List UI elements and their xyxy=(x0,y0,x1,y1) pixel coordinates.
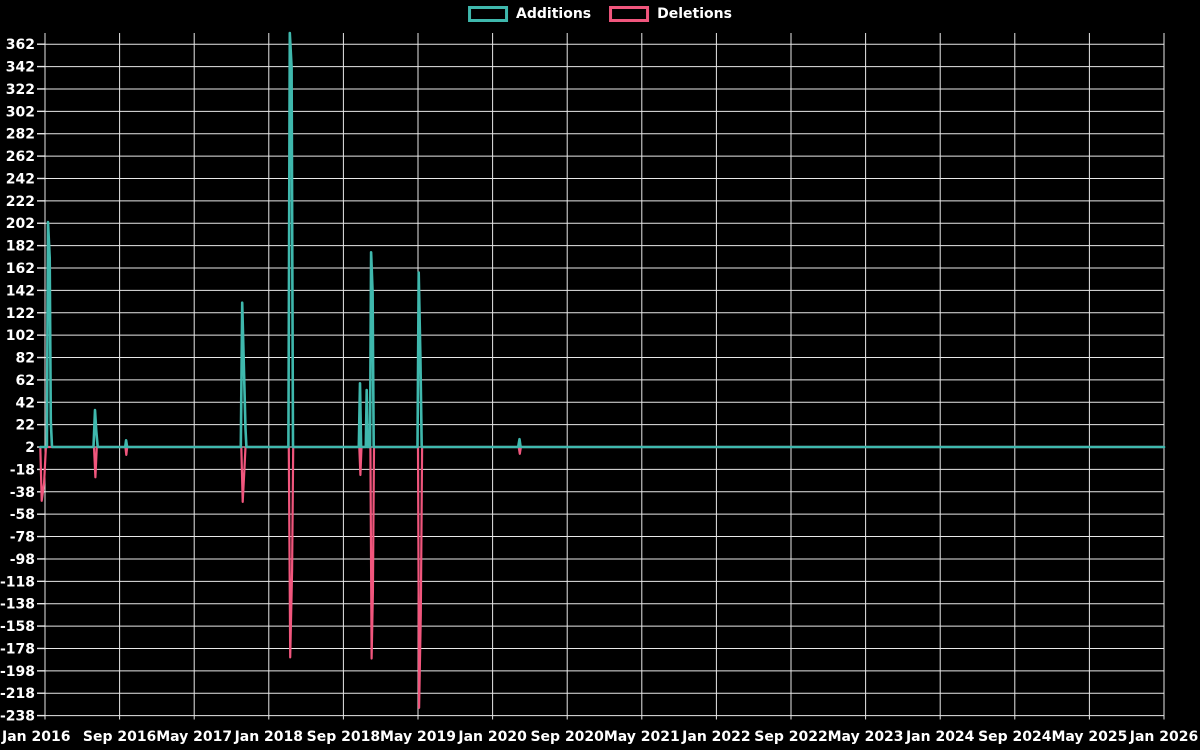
svg-text:Jan 2026: Jan 2026 xyxy=(1129,729,1198,745)
svg-text:62: 62 xyxy=(16,373,35,389)
deletions-legend-label: Deletions xyxy=(657,6,732,22)
svg-text:-38: -38 xyxy=(10,485,35,501)
svg-text:182: 182 xyxy=(6,239,35,255)
svg-text:May 2017: May 2017 xyxy=(156,729,232,745)
additions-swatch-icon xyxy=(468,6,509,22)
svg-text:-178: -178 xyxy=(0,641,35,657)
svg-text:Sep 2018: Sep 2018 xyxy=(307,729,380,745)
svg-text:-198: -198 xyxy=(0,664,35,680)
svg-text:Sep 2020: Sep 2020 xyxy=(530,729,604,745)
svg-text:Jan 2024: Jan 2024 xyxy=(905,729,975,745)
svg-text:May 2025: May 2025 xyxy=(1051,729,1127,745)
svg-text:-218: -218 xyxy=(0,686,35,702)
chart-legend: Additions Deletions xyxy=(468,6,732,22)
svg-text:Jan 2016: Jan 2016 xyxy=(1,729,70,745)
svg-text:-238: -238 xyxy=(0,709,35,725)
svg-text:22: 22 xyxy=(16,418,35,434)
legend-item-additions[interactable]: Additions xyxy=(468,6,591,22)
svg-text:-158: -158 xyxy=(0,619,35,635)
svg-text:Sep 2016: Sep 2016 xyxy=(83,729,156,745)
additions-legend-label: Additions xyxy=(516,6,592,22)
svg-text:Jan 2020: Jan 2020 xyxy=(457,729,527,745)
svg-text:-18: -18 xyxy=(10,462,35,478)
svg-text:May 2021: May 2021 xyxy=(604,729,680,745)
svg-text:342: 342 xyxy=(6,60,35,76)
svg-text:-98: -98 xyxy=(10,552,35,568)
svg-text:Sep 2022: Sep 2022 xyxy=(754,729,827,745)
svg-text:302: 302 xyxy=(6,104,35,120)
svg-text:-58: -58 xyxy=(10,507,35,523)
svg-text:-78: -78 xyxy=(10,530,35,546)
svg-text:Jan 2022: Jan 2022 xyxy=(681,729,750,745)
svg-text:122: 122 xyxy=(6,306,35,322)
legend-item-deletions[interactable]: Deletions xyxy=(609,6,732,22)
svg-text:82: 82 xyxy=(16,351,35,367)
deletions-swatch-icon xyxy=(609,6,650,22)
svg-text:42: 42 xyxy=(16,395,35,411)
svg-text:May 2019: May 2019 xyxy=(380,729,456,745)
svg-text:362: 362 xyxy=(6,37,35,53)
svg-text:2: 2 xyxy=(25,440,35,456)
svg-text:282: 282 xyxy=(6,127,35,143)
svg-text:Jan 2018: Jan 2018 xyxy=(234,729,303,745)
svg-text:-118: -118 xyxy=(0,574,35,590)
svg-text:May 2023: May 2023 xyxy=(828,729,904,745)
svg-text:222: 222 xyxy=(6,194,35,210)
svg-text:-138: -138 xyxy=(0,597,35,613)
svg-text:262: 262 xyxy=(6,149,35,165)
svg-text:242: 242 xyxy=(6,171,35,187)
svg-text:202: 202 xyxy=(6,216,35,232)
svg-text:322: 322 xyxy=(6,82,35,98)
svg-text:102: 102 xyxy=(6,328,35,344)
svg-text:Sep 2024: Sep 2024 xyxy=(978,729,1052,745)
svg-text:142: 142 xyxy=(6,283,35,299)
svg-text:162: 162 xyxy=(6,261,35,277)
